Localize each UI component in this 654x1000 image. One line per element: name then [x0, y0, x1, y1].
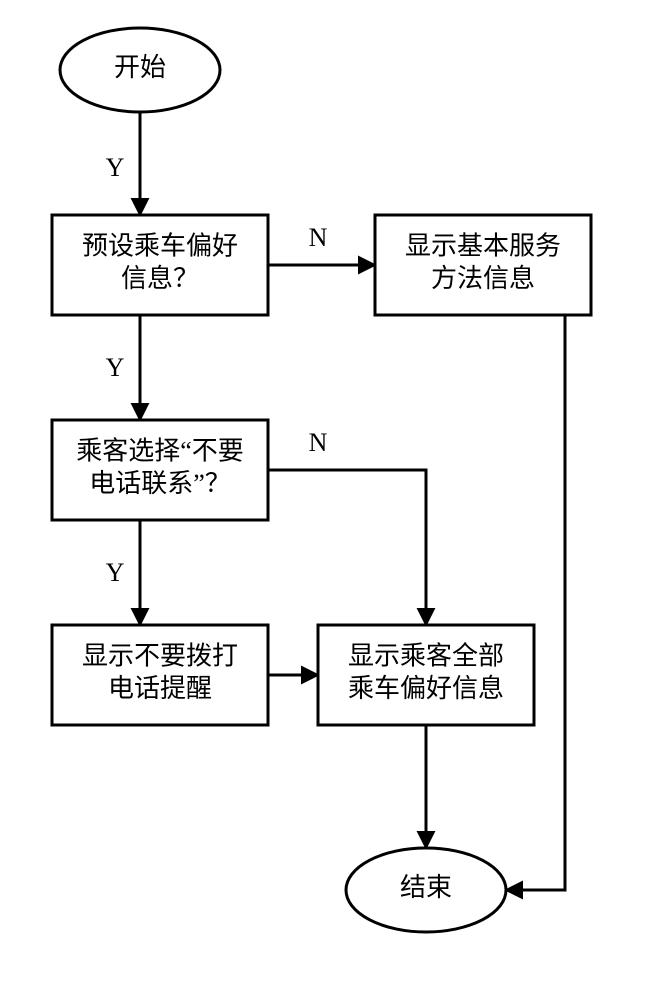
edge-label-d1-basic: N	[309, 223, 328, 252]
node-showall-label-0: 显示乘客全部	[348, 642, 504, 671]
edge-label-d2-showall: N	[309, 428, 328, 457]
edge-label-d1-d2: Y	[106, 353, 125, 382]
node-nocall-label-1: 电话提醒	[108, 674, 212, 703]
edge-label-d2-nocall: Y	[106, 558, 125, 587]
node-end-label-0: 结束	[400, 873, 452, 902]
node-basic-label-1: 方法信息	[431, 264, 535, 293]
edge-basic-end	[506, 315, 565, 890]
node-start-label-0: 开始	[114, 53, 166, 82]
node-d1-label-0: 预设乘车偏好	[82, 232, 238, 261]
node-nocall-label-0: 显示不要拨打	[82, 642, 238, 671]
node-d2-label-1: 电话联系”？	[89, 469, 231, 498]
edge-label-start-d1: Y	[106, 153, 125, 182]
edge-d2-showall	[268, 470, 426, 625]
node-basic-label-0: 显示基本服务	[405, 232, 561, 261]
node-showall-label-1: 乘车偏好信息	[348, 674, 504, 703]
node-d1-label-1: 信息？	[121, 264, 199, 293]
node-d2-label-0: 乘客选择“不要	[76, 437, 244, 466]
flowchart-canvas: Y N Y N Y 开始预设乘车偏好信息？ 显示基本服务方法信息乘客选择“不要电话联系”？ 显…	[0, 0, 654, 1000]
